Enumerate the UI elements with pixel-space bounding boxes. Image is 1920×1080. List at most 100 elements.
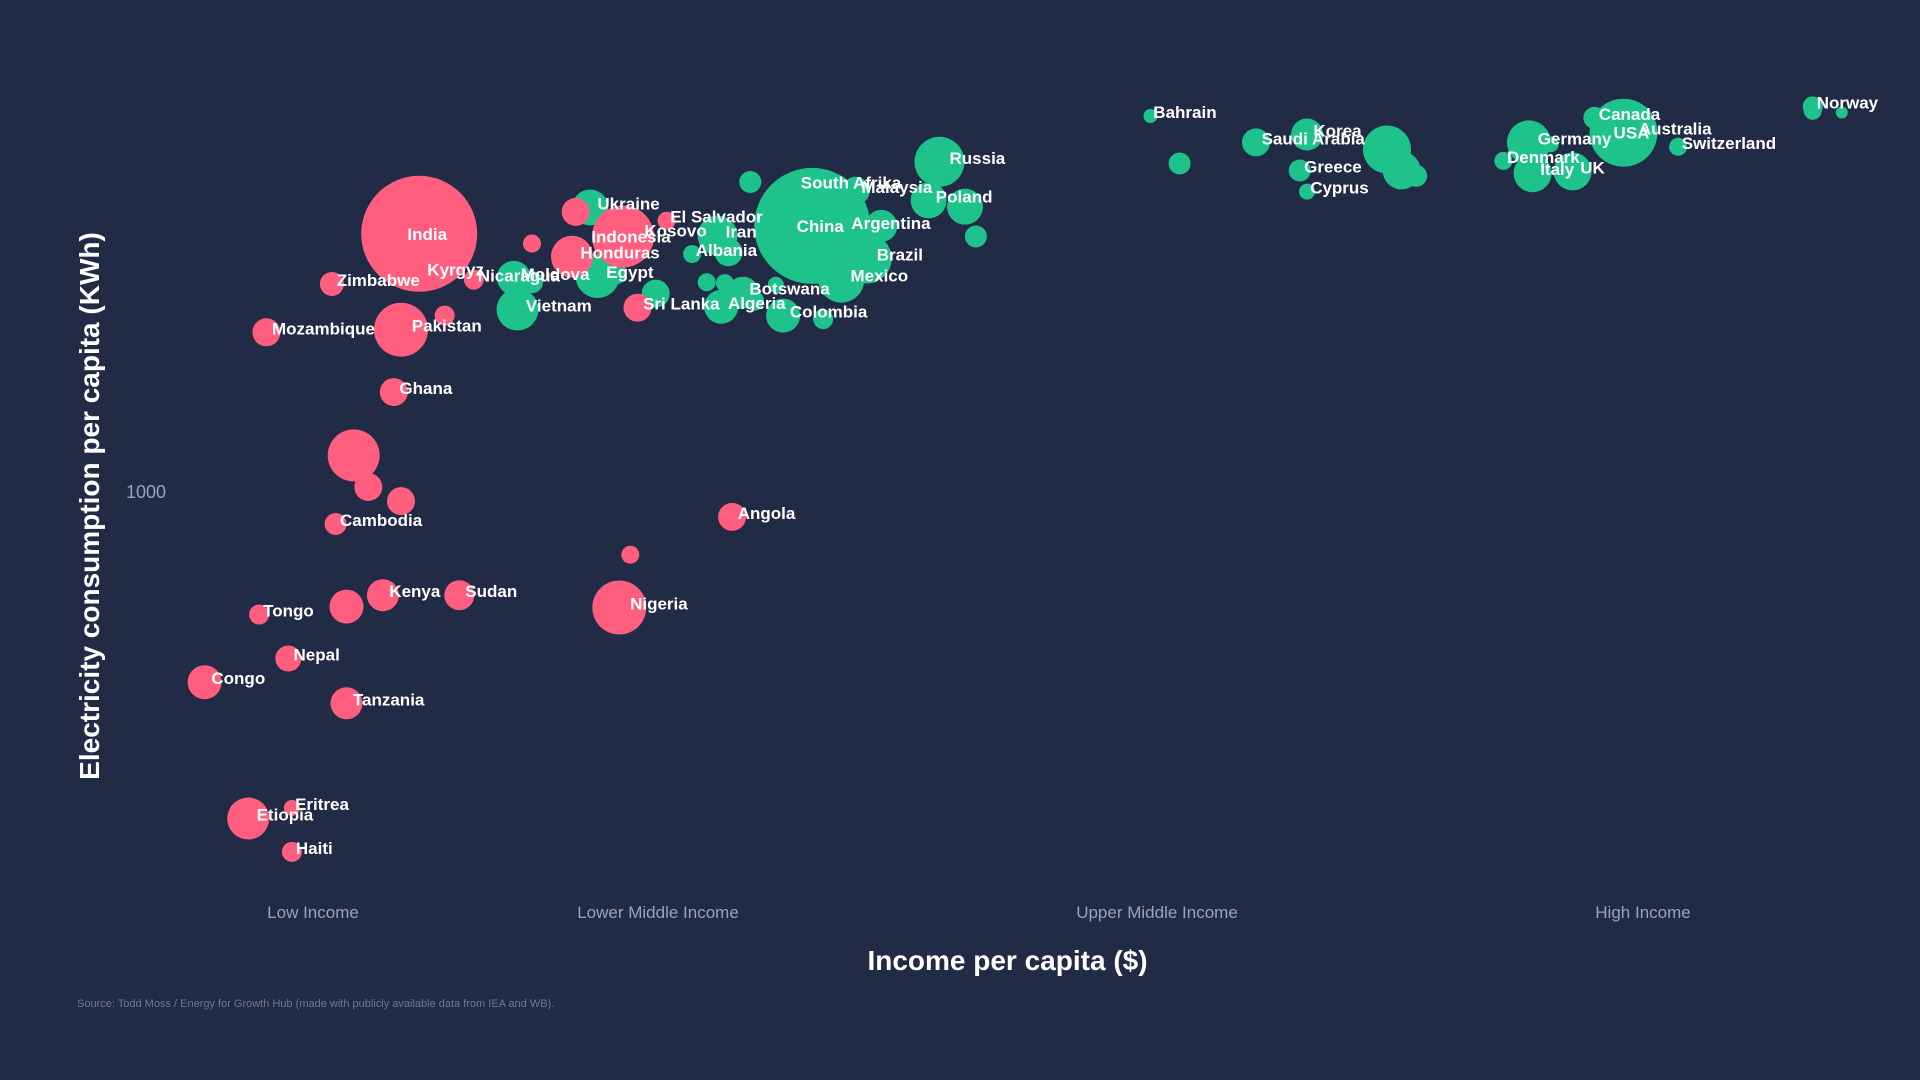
bubble-unlabeled xyxy=(697,273,716,292)
bubble-label-india: India xyxy=(407,225,447,244)
bubble-mozambique xyxy=(252,318,281,347)
bubble-label-angola: Angola xyxy=(738,504,796,523)
bubble-pakistan xyxy=(374,302,428,357)
y-tick-label-1000: 1000 xyxy=(126,482,166,502)
bubble-unlabeled xyxy=(329,589,364,624)
bubble-label-colombia: Colombia xyxy=(790,303,868,322)
bubble-nepal xyxy=(275,645,302,672)
bubble-unlabeled xyxy=(739,171,762,193)
bubble-unlabeled xyxy=(964,225,987,248)
x-category-high-income: High Income xyxy=(1595,903,1690,922)
x-axis-title: Income per capita ($) xyxy=(867,945,1148,976)
bubble-unlabeled xyxy=(714,238,743,267)
bubble-cyprus xyxy=(1299,183,1315,200)
bubble-denmark xyxy=(1494,151,1513,170)
bubble-label-canada: Canada xyxy=(1599,105,1661,124)
bubble-kenya xyxy=(366,579,399,612)
bubble-eritrea xyxy=(283,799,300,816)
bubble-poland xyxy=(910,182,947,219)
bubble-label-etiopia: Etiopia xyxy=(257,806,314,825)
bubble-label-kenya: Kenya xyxy=(389,582,441,601)
bubble-unlabeled xyxy=(387,487,415,516)
bubble-label-moldova: Moldova xyxy=(521,265,590,284)
bubble-label-usa: USA xyxy=(1614,124,1650,143)
bubble-nicaragua xyxy=(463,269,484,290)
bubble-label-malaysia: Malaysia xyxy=(861,178,932,197)
bubble-label-poland: Poland xyxy=(936,187,993,206)
bubble-korea xyxy=(1291,118,1323,151)
bubble-russia xyxy=(914,136,965,187)
bubble-unlabeled xyxy=(354,473,383,501)
bubble-unlabeled xyxy=(865,209,898,242)
bubble-unlabeled xyxy=(744,290,764,311)
bubble-unlabeled xyxy=(1405,164,1428,187)
bubble-angola xyxy=(718,502,747,531)
bubble-layer xyxy=(187,96,1848,862)
bubble-nigeria xyxy=(592,580,647,635)
bubble-label-korea: Korea xyxy=(1313,122,1362,141)
bubble-label-iran: Iran xyxy=(726,223,757,242)
bubble-label-sri-lanka: Sri Lanka xyxy=(643,295,720,314)
bubble-honduras xyxy=(551,235,593,278)
bubble-unlabeled xyxy=(523,234,541,253)
bubble-label-botswana: Botswana xyxy=(749,280,830,299)
bubble-label-nigeria: Nigeria xyxy=(630,595,688,614)
bubble-unlabeled xyxy=(434,305,455,326)
bubble-algeria xyxy=(704,289,739,324)
bubble-label-tongo: Tongo xyxy=(263,602,314,621)
bubble-label-norway: Norway xyxy=(1817,93,1879,112)
bubble-unlabeled xyxy=(715,274,734,293)
bubble-label-algeria: Algeria xyxy=(728,294,786,313)
bubble-label-ukraine: Ukraine xyxy=(597,195,659,214)
bubble-label-uk: UK xyxy=(1580,158,1605,177)
bubble-sudan xyxy=(444,580,475,611)
bubble-label-albania: Albania xyxy=(696,241,758,260)
bubble-label-nicaragua: Nicaragua xyxy=(478,267,561,286)
bubble-el-salvador xyxy=(657,211,676,230)
bubble-label-greece: Greece xyxy=(1304,158,1362,177)
bubble-unlabeled xyxy=(1542,136,1559,153)
bubble-label-haiti: Haiti xyxy=(296,839,333,858)
bubble-label-nepal: Nepal xyxy=(294,646,340,665)
bubble-uk xyxy=(1553,152,1592,191)
bubble-ghana xyxy=(379,378,408,407)
bubble-unlabeled xyxy=(1835,106,1848,119)
bubble-unlabeled xyxy=(561,197,590,226)
bubble-argentina xyxy=(828,210,861,243)
bubble-label-egypt: Egypt xyxy=(606,263,654,282)
x-category-lower-middle-income: Lower Middle Income xyxy=(577,903,739,922)
bubble-zimbabwe xyxy=(319,272,344,296)
bubble-australia xyxy=(1623,121,1646,144)
bubble-label-mexico: Mexico xyxy=(851,267,909,286)
bubble-label-indonesia: Indonesia xyxy=(591,228,671,247)
bubble-unlabeled xyxy=(621,545,640,564)
bubble-unlabeled xyxy=(813,309,834,330)
x-category-upper-middle-income: Upper Middle Income xyxy=(1076,903,1238,922)
bubble-label-congo: Congo xyxy=(211,669,265,688)
bubble-label-cambodia: Cambodia xyxy=(340,511,423,530)
bubble-label-tanzania: Tanzania xyxy=(353,690,425,709)
bubble-greece xyxy=(1288,159,1311,182)
bubble-china xyxy=(754,167,871,284)
x-category-low-income: Low Income xyxy=(267,903,359,922)
bubble-label-argentina: Argentina xyxy=(851,214,931,233)
bubble-label-bahrain: Bahrain xyxy=(1153,103,1216,122)
bubble-haiti xyxy=(281,841,302,862)
bubble-bahrain xyxy=(1143,109,1158,123)
bubble-unlabeled xyxy=(604,262,627,285)
y-axis-title: Electricity consumption per capita (KWh) xyxy=(74,232,105,780)
bubble-sri-lanka xyxy=(623,293,652,322)
bubble-label-russia: Russia xyxy=(950,149,1006,168)
bubble-label-eritrea: Eritrea xyxy=(295,795,349,814)
bubble-unlabeled xyxy=(1803,101,1822,120)
bubble-label-china: China xyxy=(797,217,845,236)
bubble-label-italy: Italy xyxy=(1540,160,1575,179)
bubble-vietnam xyxy=(496,288,539,331)
bubble-label-vietnam: Vietnam xyxy=(526,297,592,316)
bubble-label-australia: Australia xyxy=(1639,120,1712,139)
bubble-label-brazil: Brazil xyxy=(877,246,923,265)
bubble-mexico xyxy=(818,256,865,303)
bubble-label-switzerland: Switzerland xyxy=(1682,134,1776,153)
